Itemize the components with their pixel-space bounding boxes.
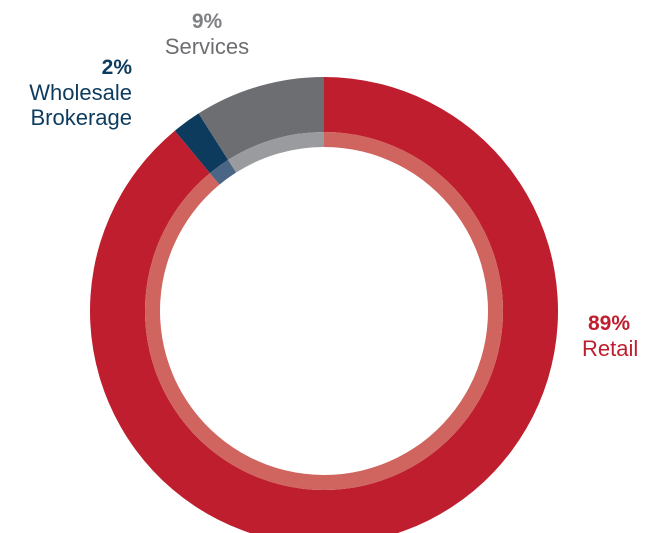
label-services-name: Services — [164, 34, 250, 60]
label-services: 9% Services — [157, 10, 257, 59]
slice-retail-inner-band — [144, 132, 503, 491]
label-wholesale-name-line2: Brokerage — [30, 105, 132, 131]
label-wholesale-percent: 2% — [101, 56, 132, 79]
slice-services — [198, 77, 324, 160]
slice-wholesale-inner-band — [209, 159, 237, 185]
label-services-percent: 9% — [191, 10, 223, 33]
label-wholesale-brokerage: 2% Wholesale Brokerage — [0, 56, 132, 131]
label-retail: 89% Retail — [582, 312, 639, 362]
slice-wholesale — [174, 113, 229, 174]
label-retail-name: Retail — [582, 336, 639, 362]
slice-services-inner-band — [228, 132, 324, 173]
label-retail-percent: 89% — [587, 312, 631, 335]
label-wholesale-name-line1: Wholesale — [29, 80, 132, 106]
